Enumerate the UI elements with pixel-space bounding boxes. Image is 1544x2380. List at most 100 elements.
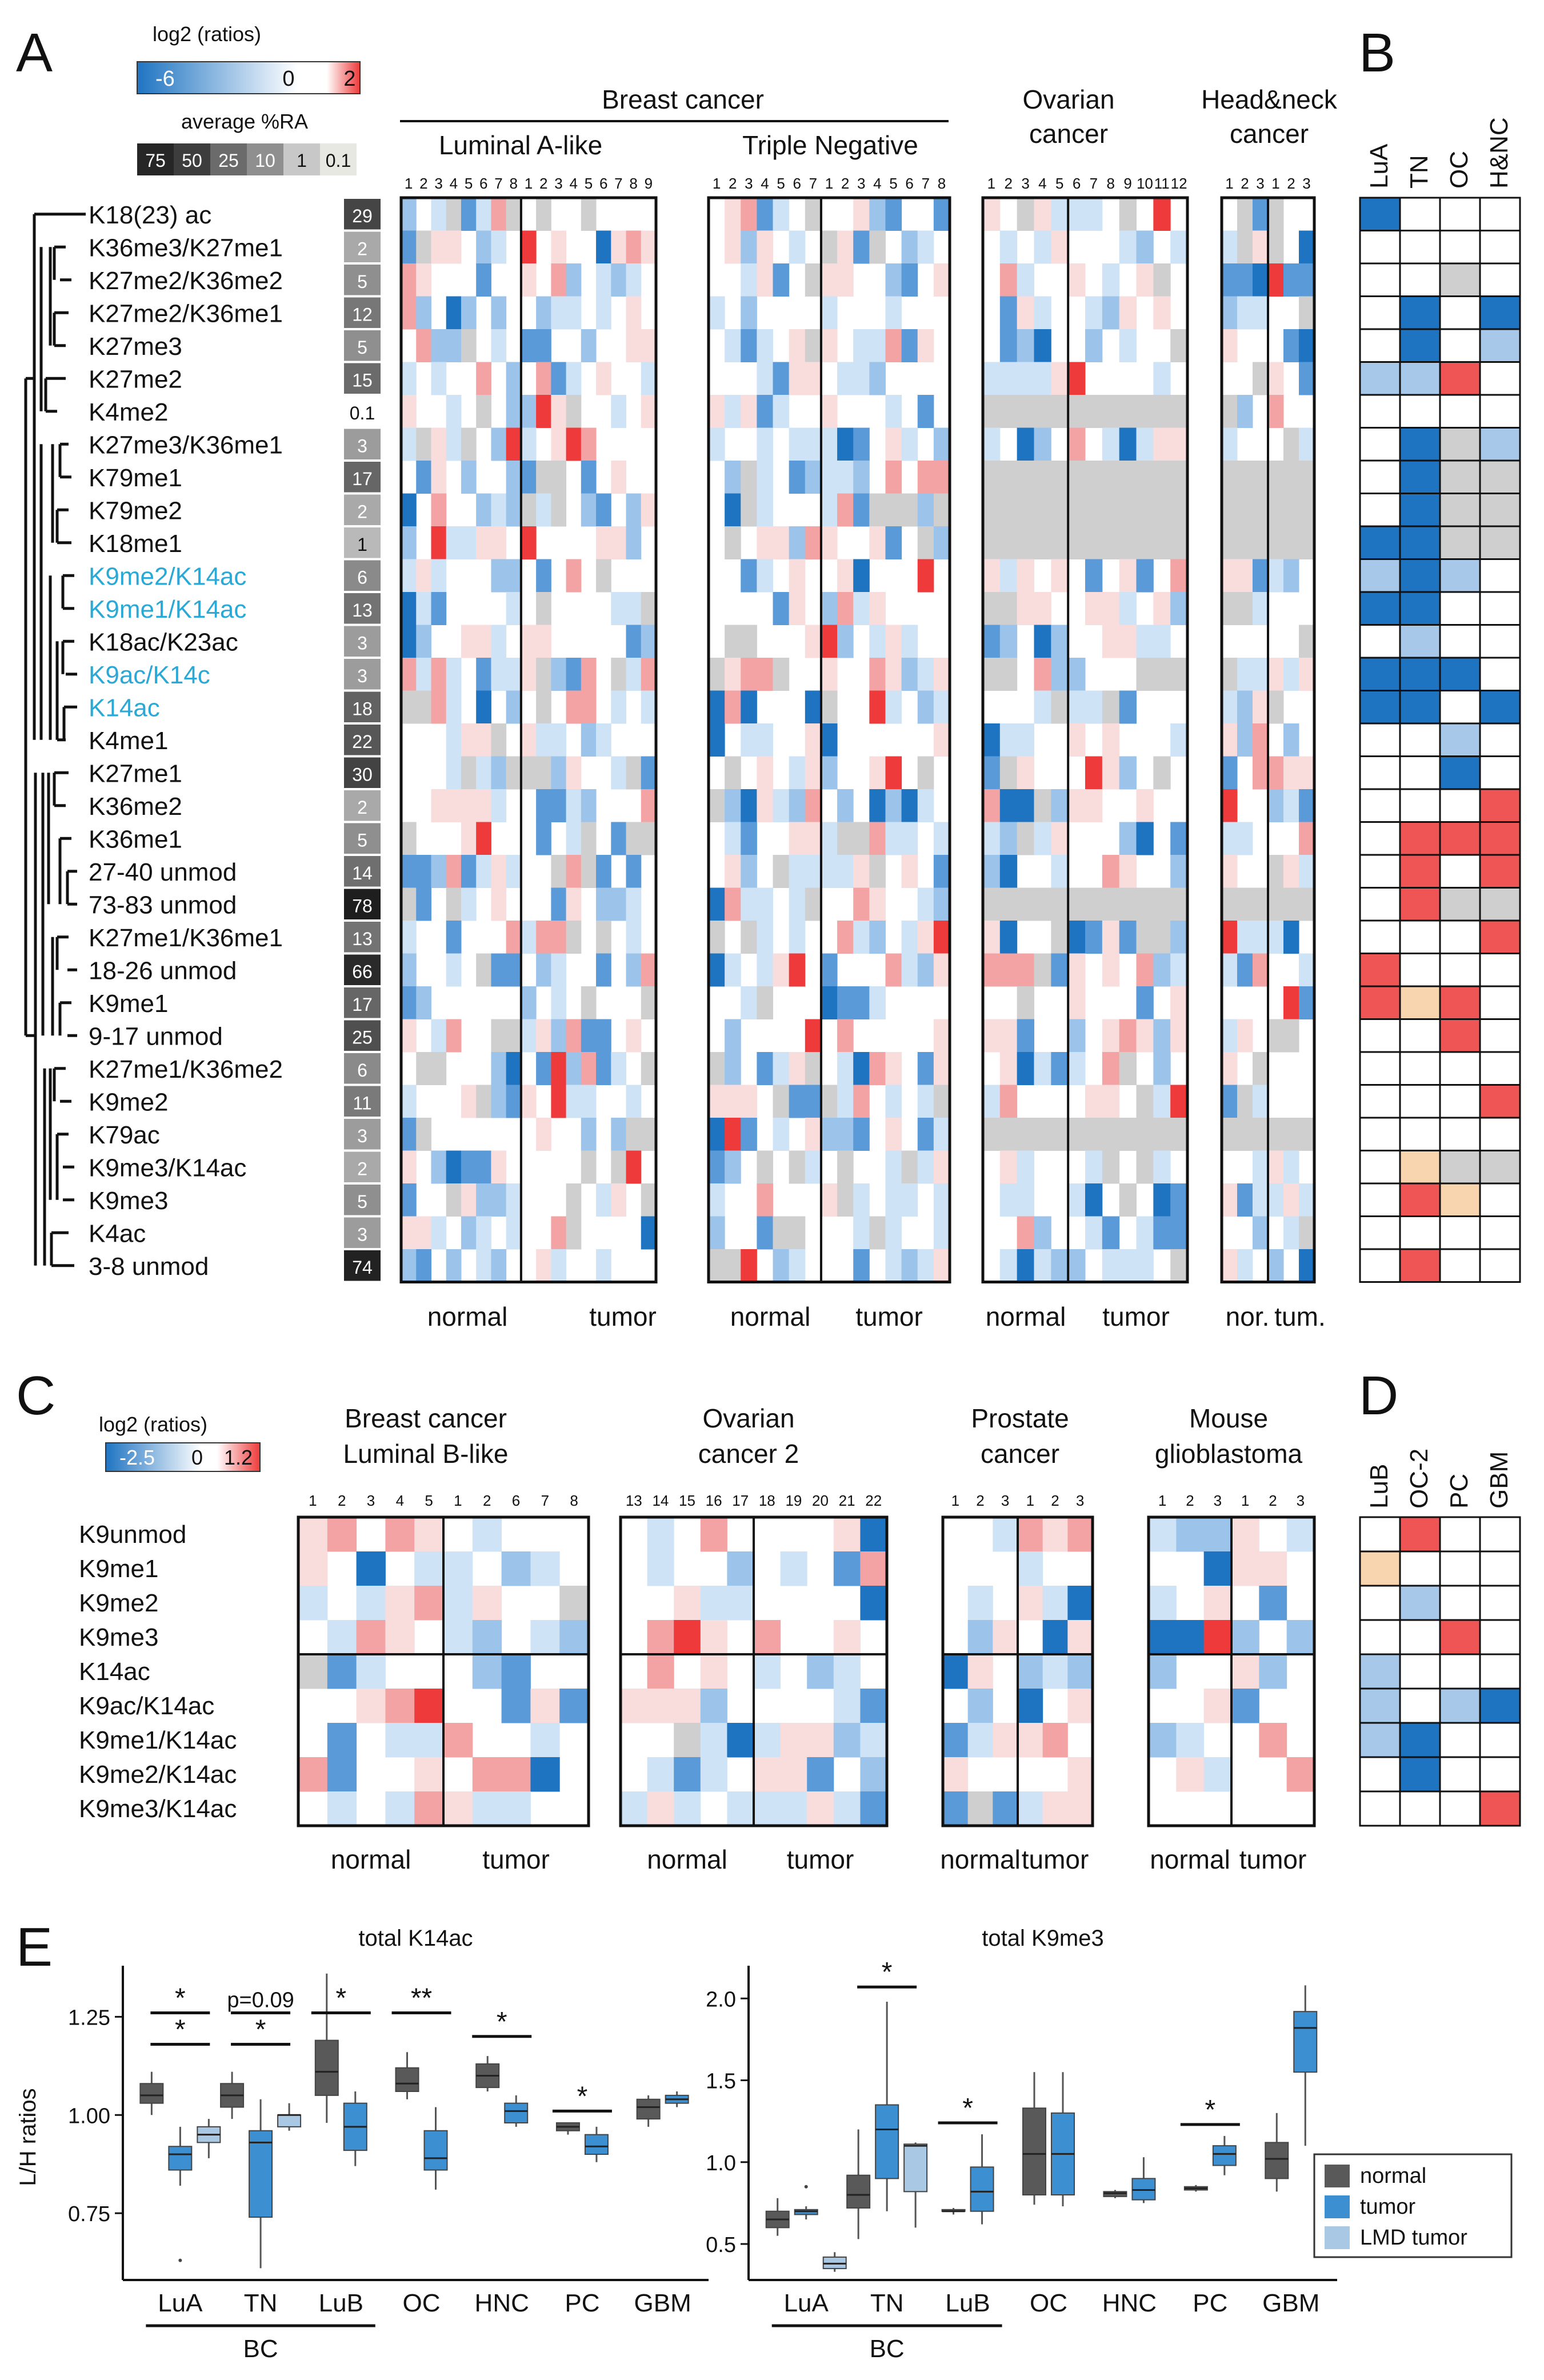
heat-cell [1051, 887, 1069, 921]
panel-b-column: OC [1445, 151, 1473, 189]
heat-cell [1149, 1620, 1177, 1655]
heat-cell [1068, 690, 1086, 724]
heat-cell [536, 1249, 551, 1282]
heat-cell [983, 559, 1001, 593]
summary-cell [1359, 1150, 1401, 1185]
heat-cell [581, 427, 597, 461]
column-index: 1 [1158, 1492, 1166, 1509]
heat-cell [805, 723, 822, 757]
column-index: 1 [1225, 175, 1233, 192]
summary-cell [1399, 657, 1441, 691]
heat-cell [1222, 1052, 1238, 1085]
heat-cell [641, 756, 657, 790]
heat-cell [431, 1150, 447, 1184]
heat-cell [901, 1150, 918, 1184]
heat-cell [917, 493, 934, 527]
heat-cell [596, 723, 611, 757]
bc-label: BC [870, 2335, 905, 2363]
heat-cell [1299, 1183, 1315, 1217]
heat-cell [1085, 526, 1103, 559]
summary-cell [1399, 788, 1441, 823]
heat-cell [725, 690, 741, 724]
heat-cell [1085, 198, 1103, 231]
heat-cell [869, 658, 886, 691]
ra-cell [344, 231, 381, 262]
heat-cell [1153, 493, 1171, 527]
heat-cell [1068, 887, 1086, 921]
heat-cell [1176, 1723, 1205, 1758]
heat-cell [1268, 526, 1284, 559]
heat-cell [1153, 198, 1171, 231]
heat-cell [581, 1052, 597, 1085]
heat-cell [805, 427, 822, 461]
heat-cell [626, 592, 642, 625]
row-label: 27-40 unmod [89, 858, 237, 886]
heat-cell [491, 625, 507, 658]
heat-cell [757, 1183, 774, 1217]
ra-value: 6 [357, 567, 367, 587]
heat-cell [1085, 1216, 1103, 1250]
summary-cell [1479, 821, 1521, 856]
summary-cell [1479, 985, 1521, 1020]
heat-cell [741, 329, 757, 362]
heat-cell [709, 1052, 725, 1085]
legend-a-max: 2 [343, 67, 355, 91]
heat-cell [1253, 493, 1269, 527]
heat-cell [491, 493, 507, 527]
heat-cell [327, 1620, 357, 1655]
heat-cell [1102, 1085, 1120, 1118]
heat-cell [917, 1249, 934, 1282]
column-index: 2 [1269, 1492, 1277, 1509]
heat-cell [709, 953, 725, 987]
heat-cell [1051, 690, 1069, 724]
column-index: 5 [777, 175, 785, 192]
heat-cell [933, 658, 950, 691]
heat-cell [773, 263, 790, 297]
significance-mark: * [255, 2015, 266, 2045]
heat-cell [709, 395, 725, 428]
heat-cell [1222, 296, 1238, 330]
summary-cell [1359, 953, 1401, 987]
heat-cell [1034, 1052, 1051, 1085]
heat-cell [1176, 1620, 1205, 1655]
heat-cell [1017, 362, 1034, 395]
heat-cell [1136, 395, 1154, 428]
heat-cell [1119, 1118, 1137, 1151]
heat-cell [1253, 1118, 1269, 1151]
heat-cell [1051, 921, 1069, 954]
heat-cell [506, 362, 522, 395]
legend-ra-swatch [137, 143, 174, 175]
heat-cell [1299, 296, 1315, 330]
heat-cell [1085, 887, 1103, 921]
heat-cell [1176, 1757, 1205, 1792]
ra-value: 1 [357, 534, 367, 555]
summary-cell [1439, 788, 1481, 823]
heat-cell [431, 526, 447, 559]
heat-cell [933, 1019, 950, 1053]
heat-cell [1119, 855, 1137, 888]
heat-cell [725, 625, 741, 658]
heat-cell [1222, 822, 1238, 855]
heat-cell [1067, 1791, 1093, 1826]
legend-ra-value: 50 [182, 150, 202, 171]
heat-cell [833, 1723, 861, 1758]
heat-cell [1153, 1085, 1171, 1118]
heat-cell [446, 198, 462, 231]
column-index: 3 [1214, 1492, 1222, 1509]
heat-cell [401, 1150, 417, 1184]
heat-cell [461, 625, 477, 658]
heat-cell [1253, 1150, 1269, 1184]
heat-cell [443, 1551, 473, 1586]
heat-cell [491, 658, 507, 691]
heat-cell [641, 986, 657, 1019]
heat-cell [566, 822, 582, 855]
heat-cell [983, 427, 1001, 461]
heat-cell [709, 690, 725, 724]
heat-cell [933, 887, 950, 921]
heat-cell [741, 395, 757, 428]
summary-cell [1359, 197, 1401, 231]
heat-cell [1085, 789, 1103, 822]
heat-cell [1136, 822, 1154, 855]
heat-cell [821, 1085, 838, 1118]
heat-cell [917, 658, 934, 691]
